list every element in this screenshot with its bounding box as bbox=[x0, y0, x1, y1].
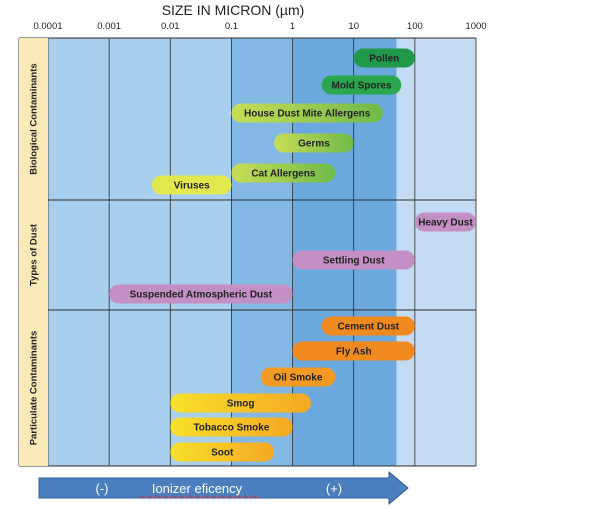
bar-2-0 bbox=[321, 316, 415, 336]
bar-label-0-2: House Dust Mite Allergens bbox=[244, 109, 371, 120]
category-panel-2 bbox=[19, 310, 48, 466]
bar-1-2 bbox=[109, 284, 293, 304]
bar-0-1 bbox=[321, 75, 402, 95]
bar-2-4 bbox=[170, 417, 293, 437]
tick-label-7: 1000 bbox=[465, 21, 486, 32]
category-sidebar: Biological Contaminants Types of Dust Part… bbox=[19, 38, 48, 466]
tick-label-6: 100 bbox=[407, 21, 423, 32]
category-panel-0 bbox=[19, 38, 48, 200]
bar-label-2-1: Fly Ash bbox=[336, 347, 372, 358]
bar-1-1 bbox=[292, 250, 415, 270]
size-range-bars: Pollen Mold Spores House Dust Mite Allerge… bbox=[109, 48, 476, 462]
tick-label-2: 0.01 bbox=[161, 21, 180, 32]
bar-0-0 bbox=[353, 48, 415, 68]
tick-label-1: 0.001 bbox=[97, 21, 121, 32]
bar-1-0 bbox=[414, 212, 476, 232]
bar-label-0-4: Cat Allergens bbox=[251, 169, 316, 180]
arrow-center-label: Ionizer eficency bbox=[152, 481, 243, 496]
chart-title: SIZE IN MICRON (µm) bbox=[162, 2, 305, 18]
bar-label-1-1: Settling Dust bbox=[323, 256, 385, 267]
bar-label-0-3: Germs bbox=[298, 139, 330, 150]
bar-0-3 bbox=[274, 133, 354, 153]
bar-label-0-1: Mold Spores bbox=[332, 81, 392, 92]
x-axis-ticks: 0.0001 0.001 0.01 0.1 1 10 100 1000 bbox=[33, 21, 486, 32]
bar-label-1-2: Suspended Atmospheric Dust bbox=[130, 290, 273, 301]
category-label-1: Types of Dust bbox=[29, 223, 40, 286]
bar-2-1 bbox=[292, 341, 415, 361]
bar-label-2-3: Smog bbox=[227, 399, 255, 410]
arrow-shape bbox=[38, 470, 409, 506]
bar-label-2-2: Oil Smoke bbox=[274, 373, 323, 384]
bar-2-2 bbox=[260, 367, 336, 387]
tick-label-0: 0.0001 bbox=[33, 21, 62, 32]
bar-label-2-4: Tobacco Smoke bbox=[193, 423, 269, 434]
bar-label-2-0: Cement Dust bbox=[337, 322, 399, 333]
tick-label-4: 1 bbox=[290, 21, 295, 32]
bar-0-4 bbox=[231, 163, 336, 183]
category-panel-1 bbox=[19, 200, 48, 310]
category-label-2: Particulate Contaminants bbox=[29, 331, 40, 446]
bar-0-5 bbox=[151, 175, 232, 195]
category-label-0: Biological Contaminants bbox=[29, 63, 40, 174]
bar-label-0-0: Pollen bbox=[369, 54, 399, 65]
bar-label-0-5: Viruses bbox=[174, 181, 210, 192]
bar-label-2-5: Soot bbox=[211, 448, 234, 459]
ionizer-efficiency-arrow: (-) Ionizer eficency (+) bbox=[38, 470, 409, 506]
bar-2-3 bbox=[170, 393, 311, 413]
tick-label-3: 0.1 bbox=[225, 21, 238, 32]
arrow-right-label: (+) bbox=[326, 481, 342, 496]
spellcheck-underline bbox=[139, 495, 261, 499]
bar-label-1-0: Heavy Dust bbox=[418, 218, 473, 229]
bar-0-2 bbox=[231, 103, 383, 123]
arrow-left-label: (-) bbox=[96, 481, 109, 496]
bar-2-5 bbox=[170, 442, 275, 462]
tick-label-5: 10 bbox=[348, 21, 359, 32]
